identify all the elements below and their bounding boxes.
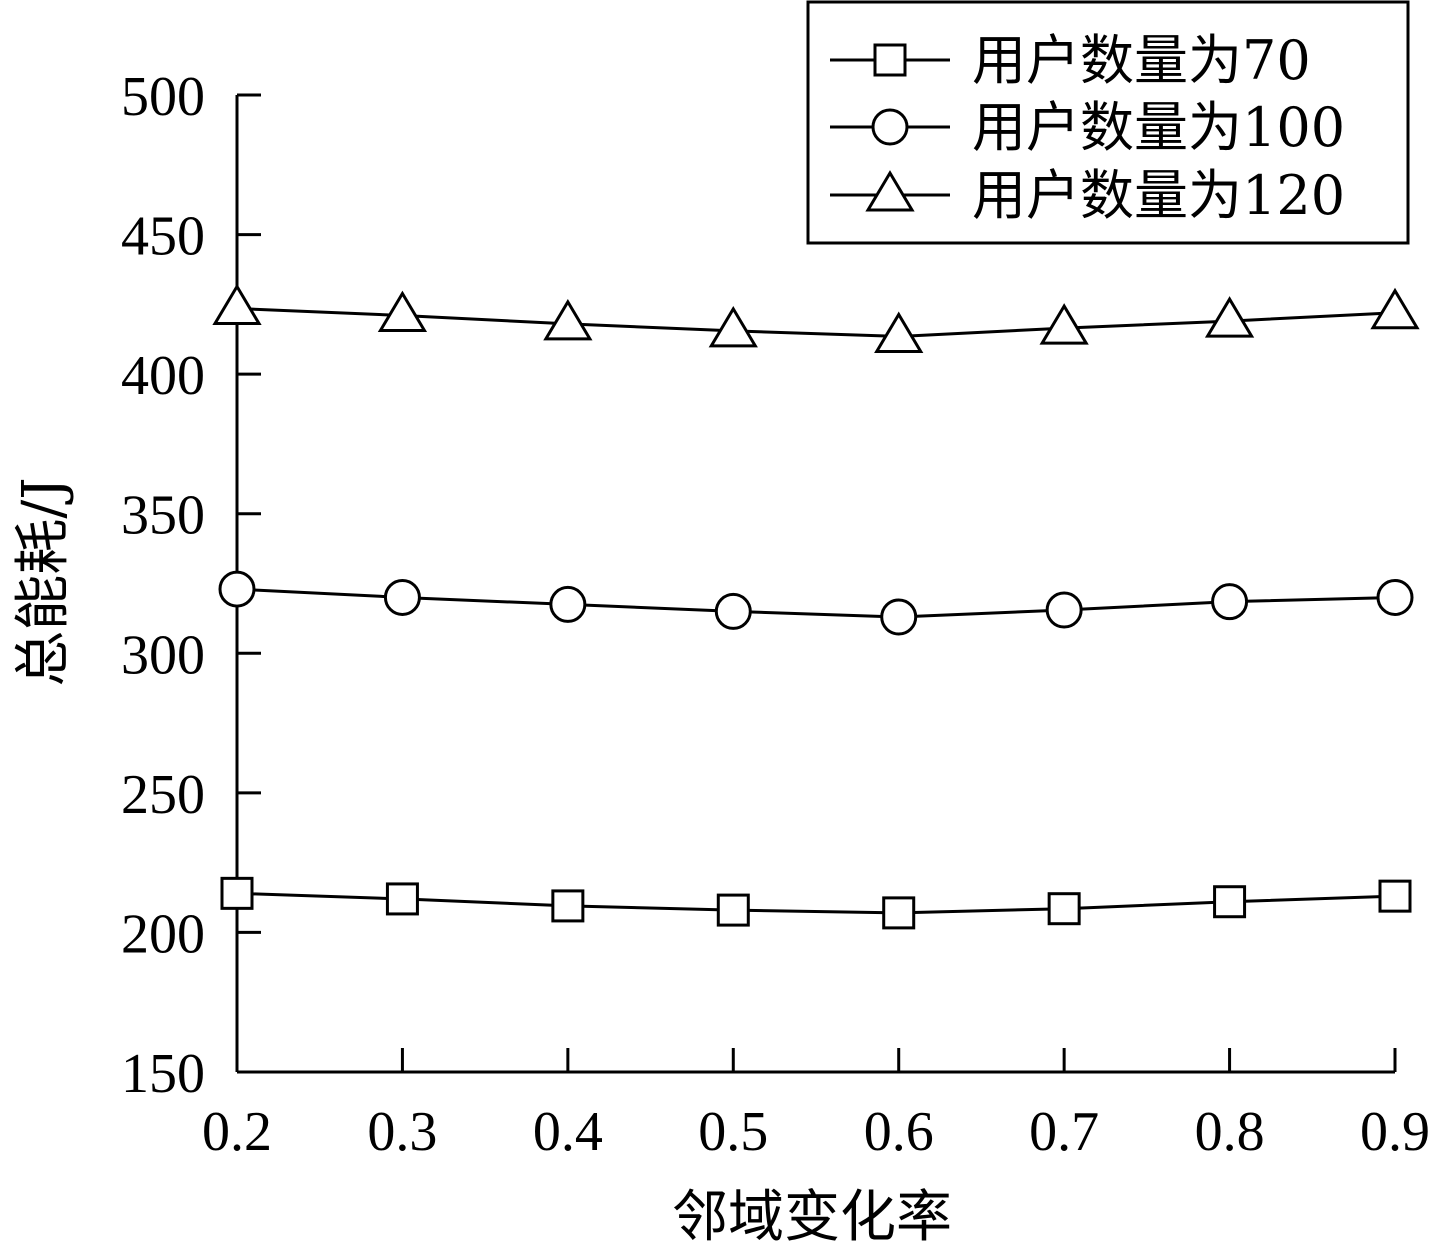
- data-point-circle: [549, 585, 587, 623]
- legend-label: 用户数量为120: [972, 164, 1345, 227]
- data-point-circle: [383, 578, 421, 616]
- data-point-circle: [218, 570, 256, 608]
- data-point-square: [1378, 879, 1412, 913]
- legend-label: 用户数量为70: [972, 29, 1311, 92]
- data-point-circle: [1211, 583, 1249, 621]
- legend-marker-circle: [871, 108, 909, 146]
- data-point-circle: [714, 592, 752, 630]
- x-tick-label: 0.9: [1360, 1101, 1430, 1163]
- x-tick-label: 0.8: [1195, 1101, 1265, 1163]
- y-tick-label: 400: [121, 345, 205, 407]
- data-point-square: [882, 896, 916, 930]
- data-point-square: [1047, 892, 1081, 926]
- data-point-circle: [880, 598, 918, 636]
- series-square: [220, 876, 1412, 930]
- series-line: [236, 891, 1396, 915]
- data-point-square: [716, 893, 750, 927]
- x-axis-title: 邻域变化率: [672, 1185, 952, 1250]
- y-tick-label: 300: [121, 624, 205, 686]
- x-tick-label: 0.4: [533, 1101, 603, 1163]
- data-point-triangle: [543, 298, 593, 341]
- y-tick-label: 250: [121, 764, 205, 826]
- data-point-triangle: [1204, 296, 1255, 338]
- data-point-square: [551, 889, 585, 923]
- y-axis-title: 总能耗/J: [11, 477, 76, 686]
- data-point-square: [385, 882, 419, 916]
- data-point-triangle: [708, 305, 758, 348]
- series-line: [236, 587, 1396, 619]
- legend-label: 用户数量为100: [972, 96, 1345, 159]
- y-tick-label: 150: [121, 1043, 205, 1105]
- y-tick-label: 200: [121, 903, 205, 965]
- axes: 150 200 250 300 350 400 450 500 0.2 0.3 0.4 0.5 0.6 0…: [121, 66, 1430, 1163]
- series-line: [236, 307, 1396, 338]
- data-point-square: [220, 876, 254, 910]
- series-triangle: [212, 283, 1420, 353]
- x-tick-label: 0.6: [864, 1101, 934, 1163]
- legend-marker-triangle: [865, 170, 915, 212]
- y-tick-label: 350: [121, 485, 205, 547]
- series-circle: [218, 570, 1414, 636]
- series-layer: [212, 283, 1420, 930]
- data-point-circle: [1376, 578, 1414, 616]
- x-tick-label: 0.3: [367, 1101, 437, 1163]
- data-point-circle: [1045, 591, 1083, 629]
- x-tick-label: 0.5: [698, 1101, 768, 1163]
- x-tick-label: 0.7: [1029, 1101, 1099, 1163]
- data-point-triangle: [377, 290, 428, 333]
- y-tick-label: 500: [121, 66, 205, 128]
- data-point-triangle: [212, 283, 262, 326]
- data-point-triangle: [1370, 287, 1420, 330]
- data-point-square: [1213, 885, 1247, 919]
- legend-marker-square: [873, 43, 907, 77]
- data-point-triangle: [874, 311, 924, 353]
- data-point-triangle: [1039, 303, 1089, 345]
- x-tick-label: 0.2: [202, 1101, 272, 1163]
- y-tick-label: 450: [121, 206, 205, 268]
